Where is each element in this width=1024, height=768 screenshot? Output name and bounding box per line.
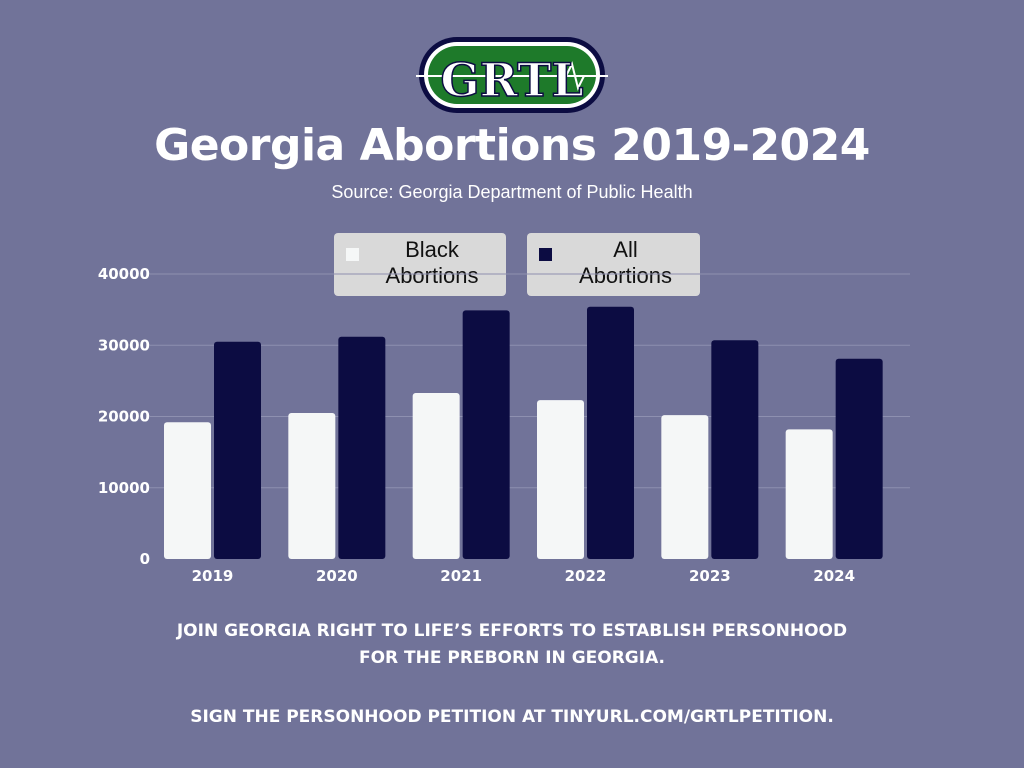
x-tick-label: 2021 [440,567,482,585]
bar-black-2024 [785,429,833,559]
bar-black-2019 [164,422,211,559]
cta-line-2: FOR THE PREBORN IN GEORGIA. [358,648,666,668]
legend-label-all: All Abortions [579,237,672,288]
bar-all-2024 [835,358,883,559]
y-tick-label: 0 [140,550,150,568]
x-tick-label: 2020 [316,567,358,585]
bar-black-2021 [412,392,460,559]
bar-all-2023 [711,340,759,559]
legend-swatch-black [346,248,359,261]
svg-text:GRTL: GRTL [440,53,583,107]
legend-item-all-abortions: All Abortions [527,233,700,296]
bar-all-2021 [462,310,510,559]
y-tick-label: 40000 [98,265,150,283]
x-tick-label: 2023 [689,567,731,585]
y-tick-label: 10000 [98,479,150,497]
legend-item-black-abortions: Black Abortions [334,233,506,296]
x-tick-label: 2024 [813,567,855,585]
x-tick-label: 2022 [565,567,607,585]
bar-all-2020 [338,336,386,559]
bar-black-2022 [537,400,584,559]
petition-link-text: SIGN THE PERSONHOOD PETITION AT TINYURL.… [190,707,834,727]
y-tick-label: 20000 [98,408,150,426]
cta-line-1: JOIN GEORGIA RIGHT TO LIFE’S EFFORTS TO … [176,621,848,641]
bar-black-2020 [288,412,336,559]
x-tick-label: 2019 [192,567,234,585]
grtl-logo: GRTL [416,37,608,113]
page-title: Georgia Abortions 2019-2024 [154,120,870,171]
legend-label-black: Black Abortions [385,237,479,288]
source-text: Source: Georgia Department of Public Hea… [331,182,693,202]
y-tick-label: 30000 [98,336,150,354]
bar-all-2022 [587,306,634,559]
legend-swatch-all [539,248,552,261]
bar-black-2023 [661,415,709,559]
bar-all-2019 [214,341,261,559]
